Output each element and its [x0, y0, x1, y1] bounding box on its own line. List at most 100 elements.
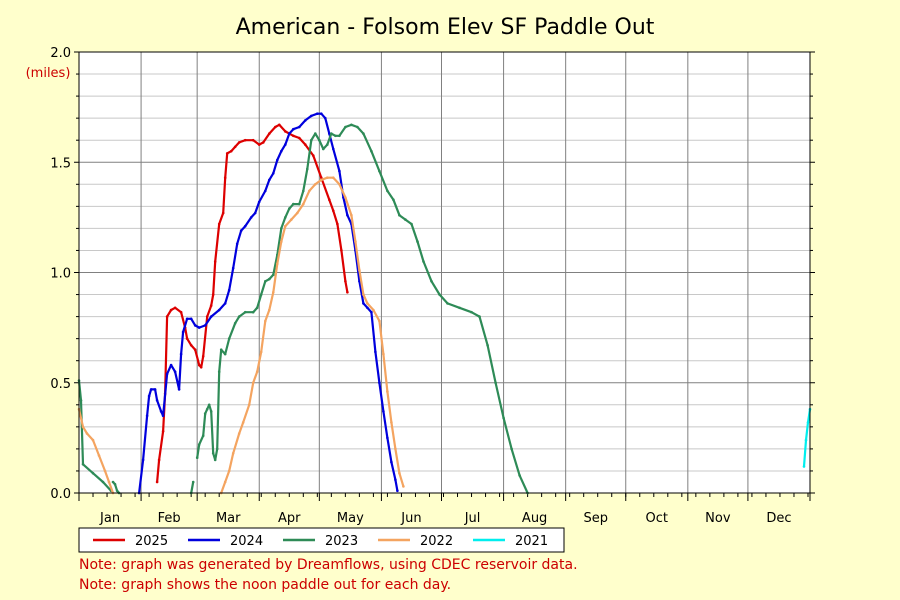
data-point-2023 — [113, 482, 117, 486]
x-tick-label: Oct — [646, 511, 668, 526]
data-point-2023 — [227, 337, 231, 340]
data-point-2024 — [292, 127, 295, 131]
data-point-2022 — [362, 293, 365, 296]
data-point-2023 — [288, 207, 291, 210]
data-point-2025 — [257, 143, 261, 146]
data-point-2023 — [378, 169, 381, 173]
data-point-2025 — [278, 123, 281, 127]
data-point-2023 — [81, 463, 85, 466]
axes: 0.0 0.5 1.0 1.5 2.0 Jan Feb Mar Apr May Jun Jul Aug S… — [50, 46, 815, 526]
data-point-2022 — [251, 381, 255, 385]
data-point-2025 — [332, 209, 335, 213]
data-point-2022 — [290, 218, 293, 221]
y-tick-label: 0.0 — [50, 487, 71, 502]
data-point-2023 — [458, 306, 461, 310]
x-tick-label: May — [337, 511, 364, 526]
data-point-2023 — [111, 480, 115, 484]
data-point-2025 — [237, 141, 241, 144]
data-point-2024 — [231, 266, 235, 270]
data-point-2023 — [209, 410, 213, 413]
data-point-2023 — [255, 306, 259, 310]
data-point-2024 — [227, 288, 231, 292]
plot-border — [78, 51, 811, 494]
data-point-2023 — [422, 260, 425, 263]
data-point-2022 — [382, 352, 385, 356]
data-point-2022 — [344, 196, 347, 199]
x-tick-label: Feb — [158, 511, 181, 526]
data-point-2021 — [802, 465, 806, 468]
data-point-2022 — [398, 471, 401, 475]
data-point-2025 — [209, 304, 213, 307]
data-point-2023 — [344, 125, 347, 129]
data-point-2022 — [280, 240, 283, 243]
data-point-2023 — [392, 198, 395, 201]
data-point-2023 — [201, 434, 205, 438]
data-point-2024 — [332, 147, 335, 151]
data-point-2024 — [173, 370, 177, 374]
data-point-2023 — [207, 403, 211, 407]
series-2021 — [802, 407, 812, 468]
data-point-2024 — [304, 119, 307, 122]
data-point-2023 — [101, 480, 105, 484]
data-point-2022 — [227, 469, 231, 473]
data-point-2023 — [334, 134, 337, 138]
data-point-2024 — [264, 189, 267, 193]
data-point-2023 — [494, 381, 497, 385]
data-point-2022 — [276, 262, 279, 266]
data-point-2023 — [356, 125, 359, 129]
data-point-2022 — [272, 291, 275, 294]
data-point-2025 — [274, 125, 277, 129]
data-point-2025 — [298, 136, 301, 140]
data-point-2023 — [268, 277, 271, 281]
data-point-2024 — [249, 216, 253, 219]
legend-label-2025: 2025 — [135, 534, 168, 549]
data-point-2022 — [402, 485, 405, 488]
data-series — [77, 112, 812, 495]
data-point-2022 — [326, 176, 329, 179]
data-point-2025 — [312, 154, 315, 157]
data-point-2023 — [292, 202, 295, 206]
legend-label-2023: 2023 — [325, 534, 358, 549]
data-point-2025 — [251, 138, 255, 142]
data-point-2025 — [217, 222, 221, 226]
data-point-2022 — [366, 302, 369, 305]
data-point-2024 — [382, 410, 385, 413]
data-point-2023 — [314, 132, 317, 135]
series-line-2023 — [77, 379, 113, 492]
data-point-2025 — [179, 310, 183, 314]
data-point-2023 — [243, 310, 247, 314]
data-point-2025 — [320, 176, 323, 179]
data-point-2023 — [326, 143, 329, 146]
data-point-2022 — [259, 350, 263, 354]
data-point-2024 — [390, 460, 393, 464]
data-point-2024 — [235, 242, 239, 246]
data-point-2023 — [197, 443, 201, 446]
data-point-2025 — [161, 430, 165, 433]
data-point-2022 — [107, 480, 111, 484]
data-point-2024 — [298, 125, 301, 129]
data-point-2025 — [185, 337, 189, 340]
data-point-2024 — [223, 302, 227, 305]
data-point-2023 — [318, 138, 321, 142]
data-point-2025 — [346, 291, 349, 294]
data-point-2023 — [518, 474, 521, 477]
data-point-2024 — [147, 394, 151, 398]
data-point-2021 — [806, 421, 810, 424]
note-noon-paddle-out: Note: graph shows the noon paddle out fo… — [79, 577, 452, 593]
data-point-2025 — [169, 308, 173, 312]
data-point-2024 — [316, 112, 319, 115]
data-point-2023 — [259, 293, 263, 296]
data-point-2023 — [115, 489, 119, 493]
data-point-2024 — [362, 302, 365, 305]
data-point-2025 — [205, 315, 209, 318]
data-point-2022 — [81, 425, 85, 429]
data-point-2024 — [217, 308, 221, 312]
data-point-2024 — [268, 178, 271, 182]
y-axis-unit-label: (miles) — [26, 66, 71, 81]
data-point-2022 — [332, 176, 335, 179]
data-point-2023 — [215, 447, 219, 451]
data-point-2023 — [237, 315, 241, 318]
data-point-2025 — [229, 149, 233, 153]
data-point-2022 — [378, 319, 381, 323]
